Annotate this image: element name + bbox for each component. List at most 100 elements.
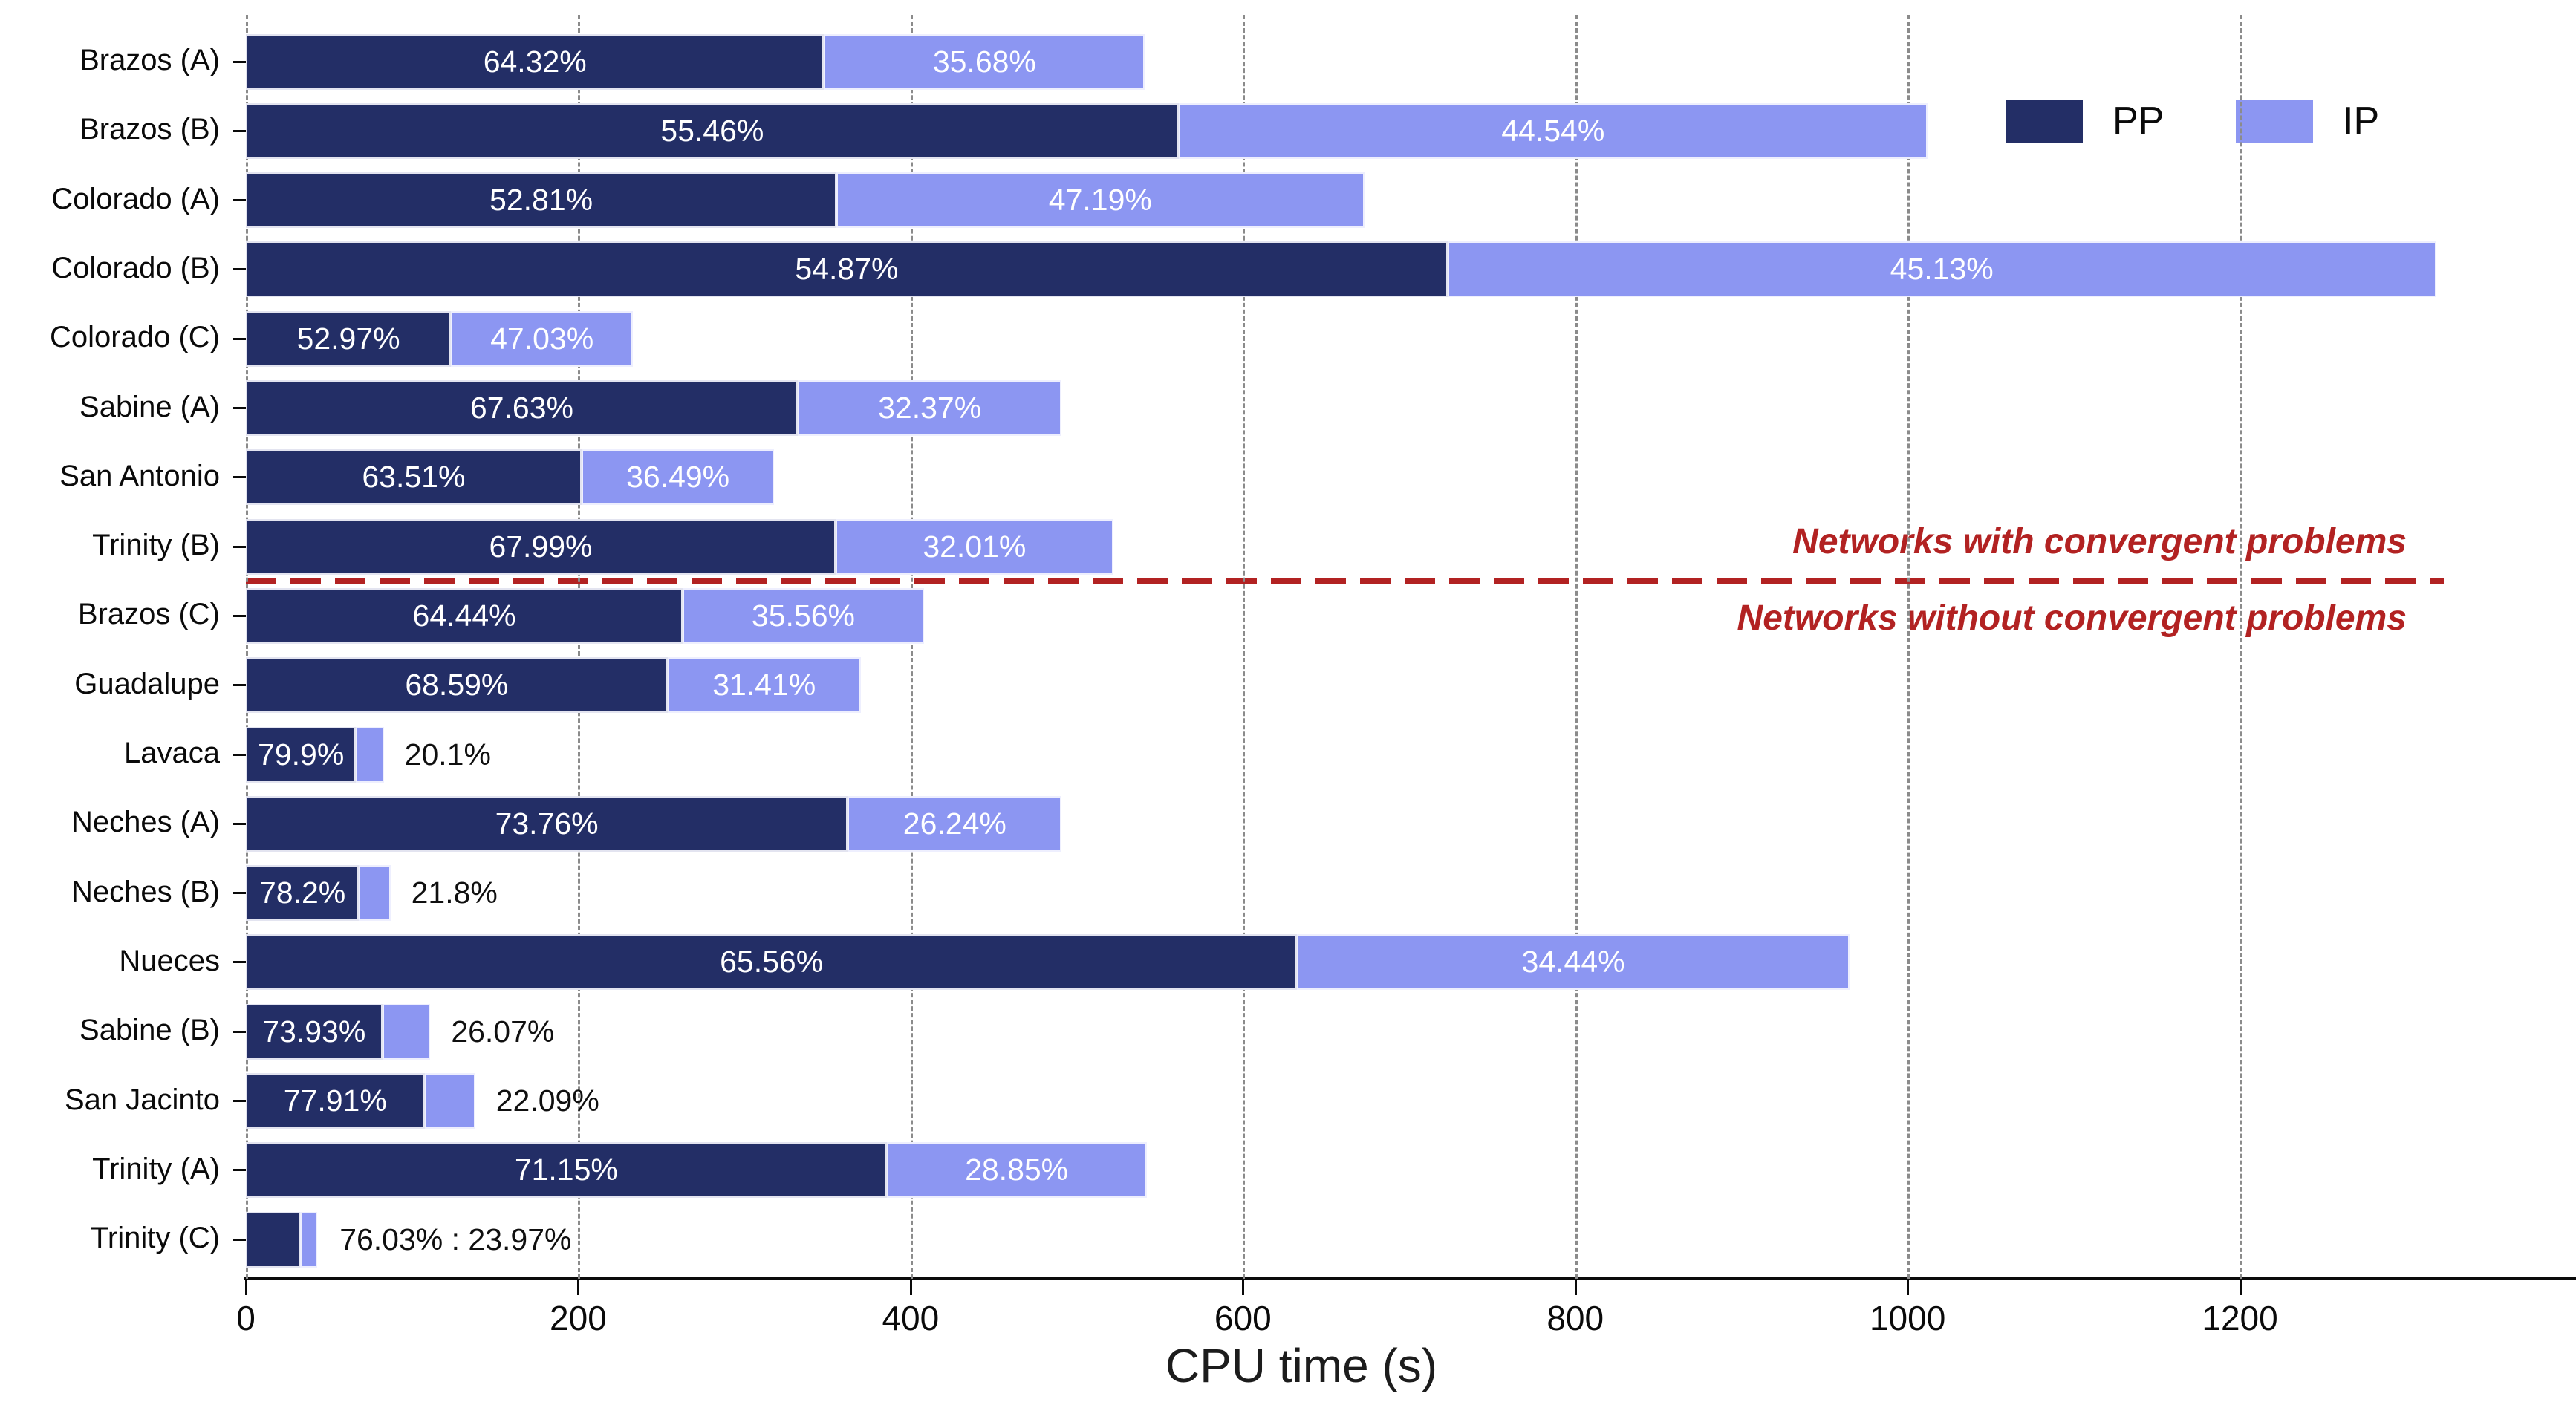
gridline-1000 — [1907, 15, 1910, 1279]
bar-label-combined: 76.03% : 23.97% — [339, 1222, 572, 1256]
pp-segment — [246, 1073, 425, 1129]
ip-segment — [667, 657, 861, 714]
y-tick-mark — [233, 1100, 246, 1102]
bar-label-ip: 26.24% — [902, 806, 1006, 841]
bar-label-pp: 67.63% — [469, 391, 573, 425]
pp-segment — [246, 1211, 301, 1268]
x-tick-label: 1200 — [2202, 1299, 2278, 1337]
y-tick-mark — [233, 545, 246, 548]
pp-segment — [246, 102, 1179, 159]
x-tick-label: 400 — [882, 1299, 940, 1337]
y-tick-label: Colorado (B) — [51, 251, 220, 284]
legend-swatch-ip — [2236, 100, 2313, 143]
bar-label-ip: 35.68% — [932, 44, 1036, 79]
bar-label-pp: 68.59% — [405, 668, 509, 702]
y-tick-label: Trinity (C) — [90, 1222, 220, 1255]
x-tick-mark-800 — [1574, 1280, 1577, 1295]
pp-segment — [246, 587, 683, 644]
y-tick-label: Trinity (A) — [92, 1152, 220, 1185]
x-tick-label: 1000 — [1869, 1299, 1946, 1337]
bar-label-ip: 35.56% — [751, 598, 855, 633]
pp-segment — [246, 449, 582, 506]
y-tick-mark — [233, 822, 246, 825]
bar-label-ip: 32.01% — [923, 529, 1027, 564]
y-tick-label: Brazos (A) — [79, 44, 220, 76]
y-tick-label: Guadalupe — [74, 667, 220, 700]
y-tick-mark — [233, 892, 246, 895]
ip-segment — [836, 172, 1365, 229]
bar-label-ip: 34.44% — [1521, 945, 1625, 979]
y-tick-mark — [233, 199, 246, 202]
ip-segment — [797, 380, 1062, 436]
pp-segment — [246, 865, 360, 922]
y-tick-label: Sabine (B) — [79, 1014, 220, 1047]
ip-segment — [300, 1211, 318, 1268]
bar-label-ip: 22.09% — [495, 1083, 599, 1118]
bar-label-pp: 71.15% — [514, 1153, 618, 1187]
legend-swatch-pp — [2006, 100, 2083, 143]
y-tick-label: Brazos (C) — [77, 598, 220, 631]
bar-label-pp: 65.56% — [720, 945, 824, 979]
y-tick-mark — [233, 60, 246, 63]
bar-label-ip: 36.49% — [626, 460, 730, 495]
annotation-without-convergent-problems: Networks without convergent problems — [1737, 599, 2407, 639]
bar-label-pp: 64.44% — [412, 598, 516, 633]
x-tick-label: 200 — [550, 1299, 607, 1337]
pp-segment — [246, 380, 798, 436]
bar-label-pp: 73.76% — [495, 806, 599, 841]
annotation-with-convergent-problems: Networks with convergent problems — [1792, 522, 2407, 562]
y-tick-mark — [233, 753, 246, 756]
bar-label-pp: 54.87% — [795, 252, 899, 287]
y-tick-label: Colorado (C) — [50, 321, 220, 354]
x-tick-mark-200 — [577, 1280, 580, 1295]
legend-entry-ip: IP — [2236, 99, 2379, 143]
bar-label-pp: 63.51% — [362, 460, 466, 495]
y-tick-mark — [233, 337, 246, 340]
y-tick-label: Trinity (B) — [92, 529, 220, 562]
y-tick-mark — [233, 1030, 246, 1033]
x-axis-line — [244, 1277, 2576, 1280]
y-tick-mark — [233, 614, 246, 617]
legend-label-pp: PP — [2112, 100, 2164, 143]
ip-segment — [848, 795, 1062, 852]
ip-segment — [356, 726, 384, 783]
x-tick-label: 800 — [1546, 1299, 1604, 1337]
y-tick-label: San Jacinto — [64, 1083, 220, 1116]
bar-label-pp: 52.97% — [296, 321, 400, 356]
y-tick-mark — [233, 1238, 246, 1241]
ip-segment — [382, 1003, 431, 1060]
y-tick-label: Sabine (A) — [79, 390, 220, 423]
y-tick-mark — [233, 476, 246, 479]
gridline-400 — [910, 15, 913, 1279]
pp-segment — [246, 1142, 887, 1199]
bar-label-ip: 47.03% — [490, 321, 594, 356]
y-tick-label: Colorado (A) — [51, 182, 220, 215]
y-tick-label: Lavaca — [124, 737, 220, 769]
y-tick-mark — [233, 684, 246, 687]
gridline-200 — [578, 15, 581, 1279]
bar-label-pp: 55.46% — [660, 113, 764, 148]
pp-segment — [246, 241, 1448, 298]
y-tick-label: Brazos (B) — [79, 113, 220, 146]
pp-segment — [246, 934, 1298, 991]
bar-label-ip: 31.41% — [712, 668, 816, 702]
pp-segment — [246, 726, 357, 783]
bar-label-ip: 44.54% — [1501, 113, 1605, 148]
x-tick-mark-400 — [909, 1280, 912, 1295]
y-tick-label: San Antonio — [59, 459, 220, 492]
pp-segment — [246, 1003, 383, 1060]
legend-entry-pp: PP — [2006, 99, 2164, 143]
bar-label-ip: 20.1% — [404, 737, 491, 772]
ip-segment — [886, 1142, 1147, 1199]
x-tick-mark-0 — [245, 1280, 247, 1295]
y-tick-label: Nueces — [119, 944, 220, 977]
bar-label-ip: 26.07% — [451, 1014, 555, 1049]
x-axis-title: CPU time (s) — [1165, 1339, 1438, 1392]
y-tick-mark — [233, 407, 246, 409]
ip-segment — [359, 865, 391, 922]
bar-label-pp: 73.93% — [262, 1014, 366, 1049]
bar-label-pp: 67.99% — [489, 529, 593, 564]
bar-label-pp: 79.9% — [258, 737, 345, 772]
ip-segment — [424, 1073, 475, 1129]
gridline-0 — [246, 15, 248, 1279]
